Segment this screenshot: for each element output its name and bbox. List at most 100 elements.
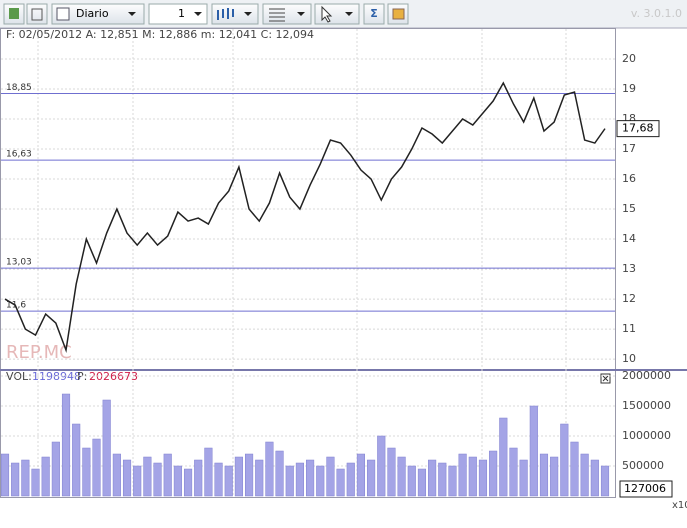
volume-bar xyxy=(600,465,610,497)
volume-bar xyxy=(265,441,274,497)
volume-bar xyxy=(245,453,254,497)
sum-button[interactable] xyxy=(363,3,385,25)
sum-icon: Σ xyxy=(370,7,378,20)
volume-bar xyxy=(41,456,50,497)
cursor-icon xyxy=(321,5,333,23)
volume-bar xyxy=(550,456,559,497)
volume-bar xyxy=(214,462,223,497)
volume-bar xyxy=(458,453,467,497)
volume-bar xyxy=(112,453,121,497)
volume-bar xyxy=(295,462,304,497)
y-tick-label: 1500000 xyxy=(622,399,671,412)
price-panel xyxy=(0,28,616,370)
volume-bar xyxy=(72,423,81,497)
count-value: 1 xyxy=(178,7,185,20)
volume-bar xyxy=(377,435,386,497)
volume-bar xyxy=(173,465,182,497)
y-tick-label: 500000 xyxy=(622,459,664,472)
vertical-grid xyxy=(37,29,567,497)
volume-bar xyxy=(11,462,20,497)
y-tick-label: 11 xyxy=(622,322,636,335)
y-tick-label: 17 xyxy=(622,142,636,155)
volume-bar xyxy=(153,462,162,497)
version: v. 3.0.1.0 xyxy=(631,7,682,20)
y-tick-label: 19 xyxy=(622,82,636,95)
volume-bar xyxy=(529,405,538,497)
volume-bar xyxy=(407,465,416,497)
volume-bar xyxy=(448,465,457,497)
volume-bar xyxy=(255,459,264,497)
volume-bar xyxy=(570,441,579,497)
volume-bar xyxy=(417,468,427,497)
volume-bar xyxy=(316,465,325,497)
symbol-watermark: REP.MC xyxy=(6,342,72,363)
volume-bar xyxy=(82,447,91,497)
volume-bar xyxy=(92,438,101,497)
volume-bar xyxy=(163,453,172,497)
count-input[interactable] xyxy=(148,3,208,25)
volume-bar xyxy=(539,453,549,497)
volume-bar xyxy=(122,459,132,497)
delete-button[interactable] xyxy=(26,3,48,25)
volume-bar xyxy=(519,459,528,497)
volume-bar xyxy=(489,450,498,497)
y-tick-label: 20 xyxy=(622,52,636,65)
volume-bar xyxy=(326,456,335,497)
volume-bar xyxy=(580,453,589,497)
volume-bar xyxy=(590,459,599,497)
save-icon xyxy=(9,8,19,19)
volume-bar xyxy=(499,417,508,497)
volume-bar xyxy=(346,462,355,497)
volume-bar xyxy=(102,399,111,497)
volume-bar xyxy=(367,459,376,497)
volume-bar xyxy=(438,462,447,497)
close-icon xyxy=(602,375,609,382)
dropdown-arrow xyxy=(297,12,305,16)
dropdown-arrow xyxy=(345,12,353,16)
y-tick-label: 13 xyxy=(622,262,636,275)
volume-bar xyxy=(468,456,477,497)
y-tick-label: 2000000 xyxy=(622,369,671,382)
volume-bar xyxy=(478,459,488,497)
ohlc-info: F: 02/05/2012 A: 12,851 M: 12,886 m: 12,… xyxy=(6,28,314,41)
axis-note: x10 xyxy=(672,500,687,511)
volume-bar xyxy=(306,459,315,497)
volume-bar xyxy=(397,456,406,497)
volume-bar xyxy=(560,423,569,497)
y-tick-label: 16 xyxy=(622,172,636,185)
volume-bar xyxy=(61,393,71,497)
volume-bar xyxy=(21,459,30,497)
export-icon xyxy=(392,8,405,20)
volume-bar xyxy=(183,468,193,497)
y-tick-label: 15 xyxy=(622,202,636,215)
volume-bar xyxy=(0,453,10,497)
volume-value: 1198948 xyxy=(32,370,81,383)
bars-icon xyxy=(217,8,234,20)
dropdown-arrow xyxy=(194,12,202,16)
volume-bar xyxy=(428,459,437,497)
period-select[interactable] xyxy=(51,3,145,25)
volume-bar xyxy=(387,447,396,497)
dropdown-arrow xyxy=(244,12,252,16)
last-volume-label: 127006 xyxy=(624,482,666,495)
period-label: Diario xyxy=(76,7,109,20)
y-tick-label: 1000000 xyxy=(622,429,671,442)
calendar-icon xyxy=(56,7,70,21)
volume-bar xyxy=(224,465,233,497)
volume-bar xyxy=(275,450,284,497)
price-line xyxy=(4,81,606,354)
level-label: 16,63 xyxy=(6,150,32,160)
level-label: 18,85 xyxy=(6,83,32,93)
volume-bar xyxy=(285,465,294,497)
volume-bar xyxy=(31,468,40,497)
volume-bar xyxy=(234,456,243,497)
y-tick-label: 12 xyxy=(622,292,636,305)
last-volume-box xyxy=(619,480,673,498)
dropdown-arrow xyxy=(128,12,136,16)
volume-bar xyxy=(204,447,213,497)
trash-icon xyxy=(31,8,43,21)
volume-bar xyxy=(133,465,142,497)
list-icon xyxy=(269,8,285,22)
volume-bar xyxy=(51,441,60,497)
